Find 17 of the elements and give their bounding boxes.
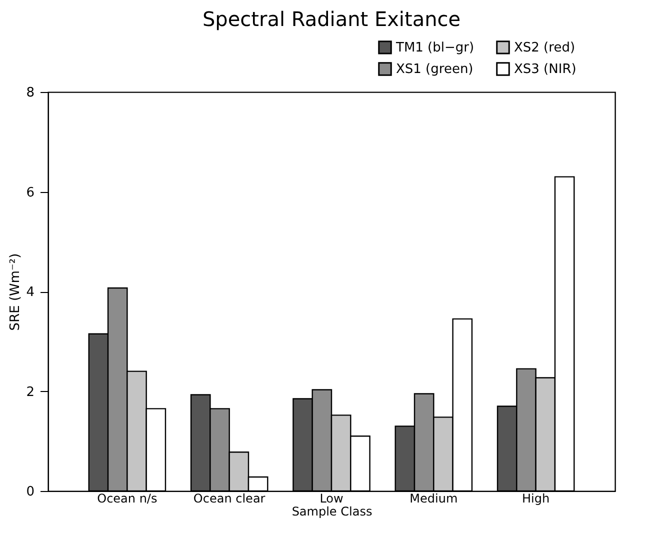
legend-label: TM1 (bl−gr) (395, 40, 474, 56)
y-tick-label: 2 (26, 384, 34, 400)
y-tick-label: 8 (26, 86, 34, 100)
x-tick-label: Ocean clear (193, 492, 266, 506)
legend-label: XS3 (NIR) (514, 62, 576, 77)
x-axis-title: Sample Class (292, 504, 372, 518)
legend-label: XS1 (green) (396, 62, 474, 77)
x-tick-label: Low (320, 492, 344, 506)
y-tick-label: 0 (26, 484, 34, 500)
y-axis-title: SRE (Wm⁻²) (8, 253, 24, 331)
y-tick-label: 4 (26, 285, 34, 300)
legend-label: XS2 (red) (514, 40, 576, 56)
y-tick-label: 6 (26, 185, 34, 200)
chart-title: Spectral Radiant Exitance (202, 7, 461, 31)
x-tick-label: High (522, 492, 550, 506)
x-tick-label: Ocean n/s (97, 492, 158, 506)
x-tick-label: Medium (410, 492, 458, 506)
